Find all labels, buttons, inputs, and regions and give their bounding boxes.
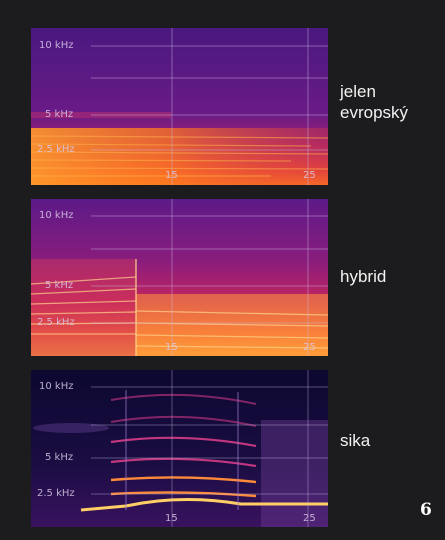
y-tick-5khz: 5 kHz: [45, 109, 74, 120]
label-sika: sika: [340, 431, 371, 450]
y-tick-2-5khz: 2.5 kHz: [37, 144, 75, 155]
x-tick-15: 15: [165, 513, 178, 524]
y-tick-5khz: 5 kHz: [45, 280, 74, 291]
spectrogram-sika-image: [31, 370, 328, 527]
y-tick-2-5khz: 2.5 kHz: [37, 488, 75, 499]
y-tick-5khz: 5 kHz: [45, 452, 74, 463]
y-tick-2-5khz: 2.5 kHz: [37, 317, 75, 328]
y-tick-10khz: 10 kHz: [39, 40, 74, 51]
label-red-deer-line2: evropský: [340, 103, 409, 122]
y-tick-10khz: 10 kHz: [39, 210, 74, 221]
label-hybrid: hybrid: [340, 267, 387, 286]
spectrogram-hybrid-image: [31, 199, 328, 356]
x-tick-15: 15: [165, 170, 178, 181]
x-tick-15: 15: [165, 342, 178, 353]
spectrogram-sika: 10 kHz 5 kHz 2.5 kHz 15 25: [31, 370, 328, 527]
x-tick-25: 25: [303, 342, 316, 353]
label-red-deer-line1: jelen: [340, 82, 376, 101]
spectrogram-hybrid: 10 kHz 5 kHz 2.5 kHz 15 25: [31, 199, 328, 356]
x-tick-25: 25: [303, 170, 316, 181]
x-tick-25: 25: [303, 513, 316, 524]
spectrogram-red-deer: 10 kHz 5 kHz 2.5 kHz 15 25: [31, 28, 328, 185]
y-tick-10khz: 10 kHz: [39, 381, 74, 392]
spectrogram-red-deer-image: [31, 28, 328, 185]
page-number: 6: [420, 500, 432, 520]
label-red-deer: jelen evropský: [340, 81, 408, 123]
